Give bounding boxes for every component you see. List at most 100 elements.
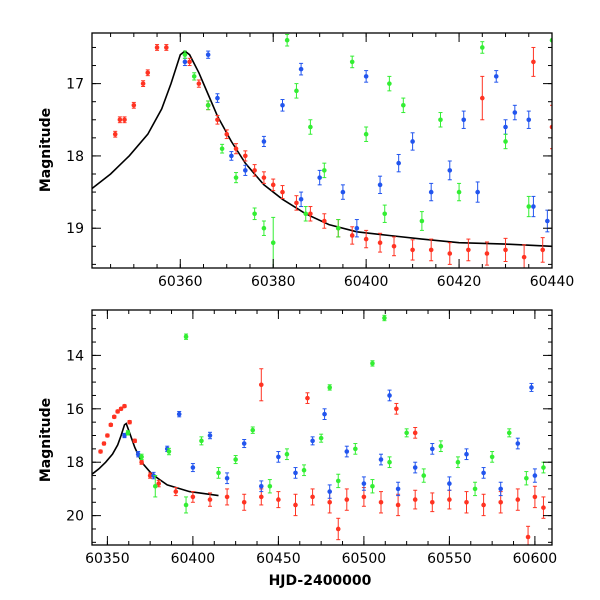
data-point [182, 59, 188, 65]
data-point [125, 430, 131, 436]
data-point [154, 45, 160, 50]
data-point [298, 66, 304, 72]
data-point [219, 146, 225, 151]
data-point [241, 499, 247, 505]
data-point [412, 497, 418, 502]
data-point [152, 483, 158, 489]
data-point [396, 160, 401, 166]
data-point [529, 385, 534, 390]
data-point [419, 218, 425, 224]
data-point [545, 218, 550, 224]
data-point [475, 189, 480, 195]
data-point [401, 103, 406, 108]
data-point [421, 473, 427, 478]
data-point [270, 182, 276, 188]
data-point [503, 139, 508, 144]
model-curve [92, 422, 219, 497]
data-point [455, 459, 461, 465]
data-point [377, 182, 383, 188]
data-point [532, 473, 538, 478]
data-point [378, 499, 384, 505]
data-point [105, 433, 110, 438]
data-point [361, 494, 367, 500]
data-point [438, 443, 444, 449]
x-tick-label: 60550 [427, 551, 472, 567]
data-point [340, 189, 346, 195]
top-panel: 60360 60380 60400 60420 60440 17 18 19 [66, 32, 574, 290]
data-point [224, 131, 230, 137]
data-point [361, 481, 367, 486]
data-point [258, 494, 264, 500]
data-point [190, 494, 196, 500]
data-point [515, 497, 521, 502]
data-point [429, 446, 435, 452]
data-point [447, 251, 453, 256]
data-point [284, 37, 290, 43]
data-point [327, 499, 332, 505]
data-point [147, 473, 153, 478]
data-point [131, 103, 137, 108]
data-point [293, 502, 298, 508]
data-point [322, 218, 327, 224]
data-point [118, 406, 124, 412]
data-point [344, 497, 350, 502]
data-point [503, 247, 508, 253]
data-point [224, 475, 230, 481]
data-point [276, 454, 281, 460]
data-point [127, 419, 132, 425]
data-point [270, 240, 276, 245]
data-point [489, 454, 495, 460]
data-point [276, 497, 281, 502]
data-point [176, 411, 182, 417]
bottom-panel: 60350 60400 60450 60500 60550 60600 14 16 18 20 [66, 309, 558, 567]
data-point [370, 483, 375, 489]
data-point [261, 139, 267, 144]
y-tick-label: 18 [66, 455, 84, 471]
data-point [484, 251, 490, 256]
data-point [98, 449, 103, 454]
data-point [395, 486, 401, 492]
data-point [344, 449, 350, 454]
data-point [531, 204, 536, 209]
data-point [182, 52, 188, 57]
data-point [447, 168, 453, 173]
x-tick-label: 60420 [437, 274, 482, 290]
plot-frame [91, 309, 553, 546]
data-point [166, 449, 172, 454]
data-point [412, 465, 418, 470]
data-point [196, 81, 202, 86]
data-point [305, 395, 310, 401]
data-point [101, 441, 107, 446]
data-point [224, 494, 230, 500]
data-point [191, 74, 197, 79]
data-point [294, 88, 299, 94]
data-point [428, 247, 434, 253]
data-point [493, 74, 499, 79]
data-point [335, 225, 341, 231]
data-point [308, 124, 313, 130]
data-point [480, 95, 485, 101]
data-point [428, 189, 434, 195]
data-point [139, 459, 144, 465]
data-point [363, 131, 369, 137]
data-point [112, 131, 118, 137]
data-point [481, 470, 486, 476]
x-tick-label: 60600 [513, 551, 558, 567]
data-point [541, 465, 546, 470]
data-point [229, 153, 234, 159]
data-point [525, 534, 531, 540]
data-point [387, 393, 392, 398]
data-point [108, 422, 114, 428]
data-point [318, 435, 324, 441]
data-point [135, 451, 141, 457]
data-point [515, 441, 521, 446]
data-point [164, 45, 169, 50]
data-point [115, 409, 120, 414]
data-point [111, 414, 117, 420]
data-point [512, 110, 518, 115]
data-point [308, 211, 313, 217]
data-point [506, 430, 512, 436]
model-curve [92, 50, 552, 248]
data-point [363, 74, 369, 79]
